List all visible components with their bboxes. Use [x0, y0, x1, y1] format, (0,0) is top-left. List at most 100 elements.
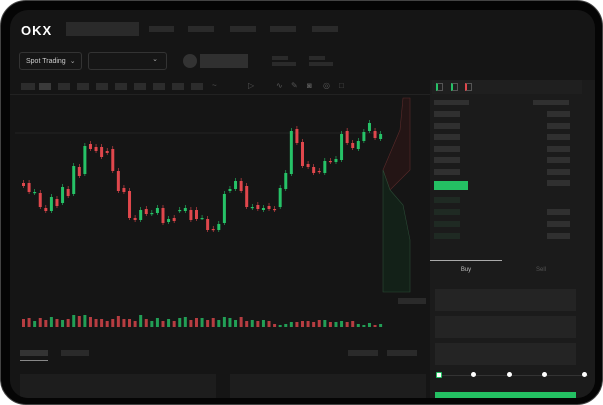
candle — [83, 146, 87, 174]
nav-item[interactable] — [188, 26, 214, 32]
timeframe-button[interactable] — [153, 83, 165, 90]
chevron-down-icon: ⌄ — [69, 57, 76, 65]
tab-open-orders[interactable] — [20, 350, 48, 356]
chart-type-icon[interactable]: ▷ — [248, 81, 255, 90]
price-input[interactable] — [435, 289, 576, 311]
camera-icon[interactable]: ◙ — [307, 81, 312, 90]
volume-bar — [284, 324, 288, 327]
candle — [144, 209, 148, 214]
depth-bid-area — [382, 169, 411, 293]
candle — [351, 143, 355, 148]
nav-item[interactable] — [149, 26, 174, 32]
ask-price — [434, 111, 460, 117]
okx-logo: OKX — [21, 23, 53, 38]
volume-bar — [38, 318, 42, 327]
volume-bar — [111, 319, 115, 327]
bid-price — [434, 233, 460, 239]
volume-bar — [379, 324, 383, 327]
slider-step[interactable] — [582, 372, 587, 377]
candle — [239, 181, 243, 191]
timeframe-button[interactable] — [134, 83, 146, 90]
candle — [228, 189, 232, 191]
volume-bar — [239, 317, 243, 327]
ask-amount — [547, 134, 570, 140]
volume-bar — [250, 320, 254, 327]
orderbook-sell-icon[interactable] — [465, 83, 472, 91]
search-bar[interactable] — [66, 22, 139, 36]
candle — [183, 208, 187, 211]
market-dropdown-label: Spot Trading — [26, 57, 66, 65]
timeframe-button[interactable] — [21, 83, 35, 90]
fullscreen-icon[interactable]: □ — [339, 81, 344, 90]
volume-bar — [49, 317, 53, 327]
candle — [49, 197, 53, 211]
candle — [167, 219, 171, 222]
volume-bar — [362, 325, 366, 327]
amount-slider[interactable] — [438, 375, 588, 376]
candle — [328, 161, 332, 163]
pair-dropdown[interactable]: ⌄ — [88, 52, 167, 70]
timeframe-button[interactable] — [191, 83, 203, 90]
indicator-icon[interactable]: ~ — [212, 81, 217, 90]
tab-sell[interactable]: Sell — [535, 267, 546, 273]
nav-item[interactable] — [312, 26, 338, 32]
volume-bar — [72, 315, 76, 327]
slider-step[interactable] — [507, 372, 512, 377]
filter-button[interactable] — [387, 350, 417, 356]
candle — [100, 147, 104, 157]
volume-bar — [345, 322, 349, 327]
candle — [379, 134, 383, 139]
depth-ask-area — [382, 97, 411, 191]
volume-bar — [312, 322, 316, 327]
amount-input[interactable] — [435, 316, 576, 338]
volume-bar — [367, 323, 371, 327]
orderbook-both-icon[interactable] — [436, 83, 443, 91]
nav-item[interactable] — [230, 26, 256, 32]
slider-step[interactable] — [542, 372, 547, 377]
tab-history[interactable] — [61, 350, 89, 356]
candle — [206, 219, 210, 230]
candle — [373, 131, 377, 138]
candle — [289, 131, 293, 174]
candle — [356, 141, 360, 149]
candle — [317, 171, 321, 173]
tab-buy[interactable]: Buy — [460, 267, 472, 273]
volume-bar — [340, 321, 344, 327]
timeframe-button[interactable] — [77, 83, 89, 90]
orderbook-panel: Buy Sell — [430, 80, 595, 398]
divider — [10, 94, 430, 95]
timeframe-button[interactable] — [39, 83, 51, 90]
buy-button[interactable] — [435, 392, 576, 398]
candle — [122, 188, 126, 192]
candle — [273, 209, 277, 211]
candlestick-chart[interactable] — [10, 10, 430, 340]
candle — [284, 173, 288, 189]
orderbook-buy-icon[interactable] — [451, 83, 458, 91]
nav-item[interactable] — [270, 26, 296, 32]
stat-value — [272, 62, 296, 66]
volume-bar — [273, 324, 277, 327]
timeframe-button[interactable] — [58, 83, 70, 90]
candle — [334, 159, 338, 162]
slider-step[interactable] — [471, 372, 476, 377]
stat-label — [272, 56, 288, 60]
timeframe-button[interactable] — [115, 83, 127, 90]
timeframe-button[interactable] — [172, 83, 184, 90]
candle — [301, 142, 304, 166]
tab-underline — [20, 360, 48, 361]
timeframe-button[interactable] — [96, 83, 108, 90]
volume-bar — [22, 319, 25, 327]
candle — [362, 132, 366, 141]
candle — [44, 208, 48, 211]
candle — [77, 167, 81, 176]
settings-icon[interactable]: ◎ — [323, 81, 330, 90]
total-input[interactable] — [435, 343, 576, 365]
candle — [116, 171, 120, 191]
volume-bar — [33, 321, 37, 327]
draw-icon[interactable]: ✎ — [291, 81, 298, 90]
market-dropdown[interactable]: Spot Trading ⌄ — [19, 52, 82, 70]
line-icon[interactable]: ∿ — [276, 81, 283, 90]
volume-bar — [256, 321, 260, 327]
slider-handle[interactable] — [436, 372, 442, 378]
filter-button[interactable] — [348, 350, 378, 356]
